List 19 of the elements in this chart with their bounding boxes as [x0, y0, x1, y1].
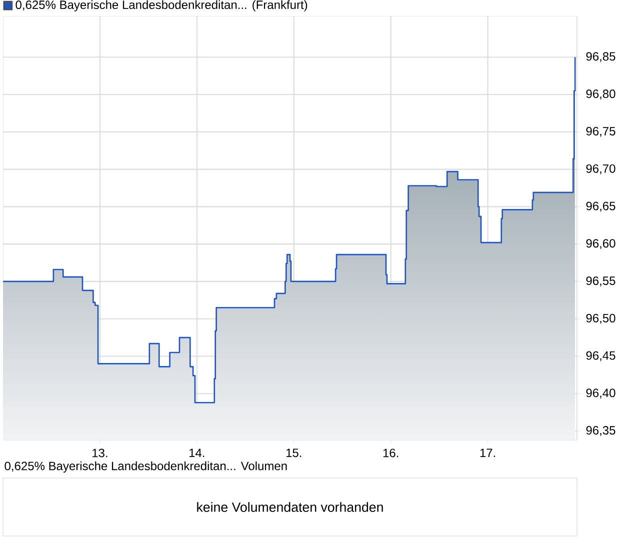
y-tick-label: 96,40 — [586, 388, 616, 399]
x-tick-label: 13. — [92, 448, 108, 458]
x-tick-label: 15. — [286, 448, 302, 458]
y-tick-label: 96,55 — [586, 276, 616, 286]
y-tick-label: 96,75 — [586, 126, 616, 137]
x-tick-label: 14. — [190, 448, 204, 457]
y-tick-label: 96,65 — [586, 202, 616, 212]
text: 0,625% Bayerische Landesbodenkreditan... Volumen — [4, 461, 287, 473]
x-tick-label: 17. — [480, 448, 496, 457]
y-tick-label: 96,60 — [586, 239, 616, 250]
text: keine Volumendaten vorhanden — [197, 502, 383, 512]
y-tick-label: 96,80 — [586, 90, 616, 100]
y-tick-label: 96,85 — [586, 52, 616, 62]
legend-label: 0,625% Bayerische Landesbodenkreditan... (Frankfurt) — [16, 0, 308, 12]
y-tick-label: 96,45 — [586, 351, 616, 362]
y-tick-label: 96,35 — [586, 426, 616, 436]
y-tick-label: 96,70 — [586, 164, 616, 174]
x-tick-label: 16. — [383, 448, 398, 458]
y-tick-label: 96,50 — [586, 314, 616, 324]
